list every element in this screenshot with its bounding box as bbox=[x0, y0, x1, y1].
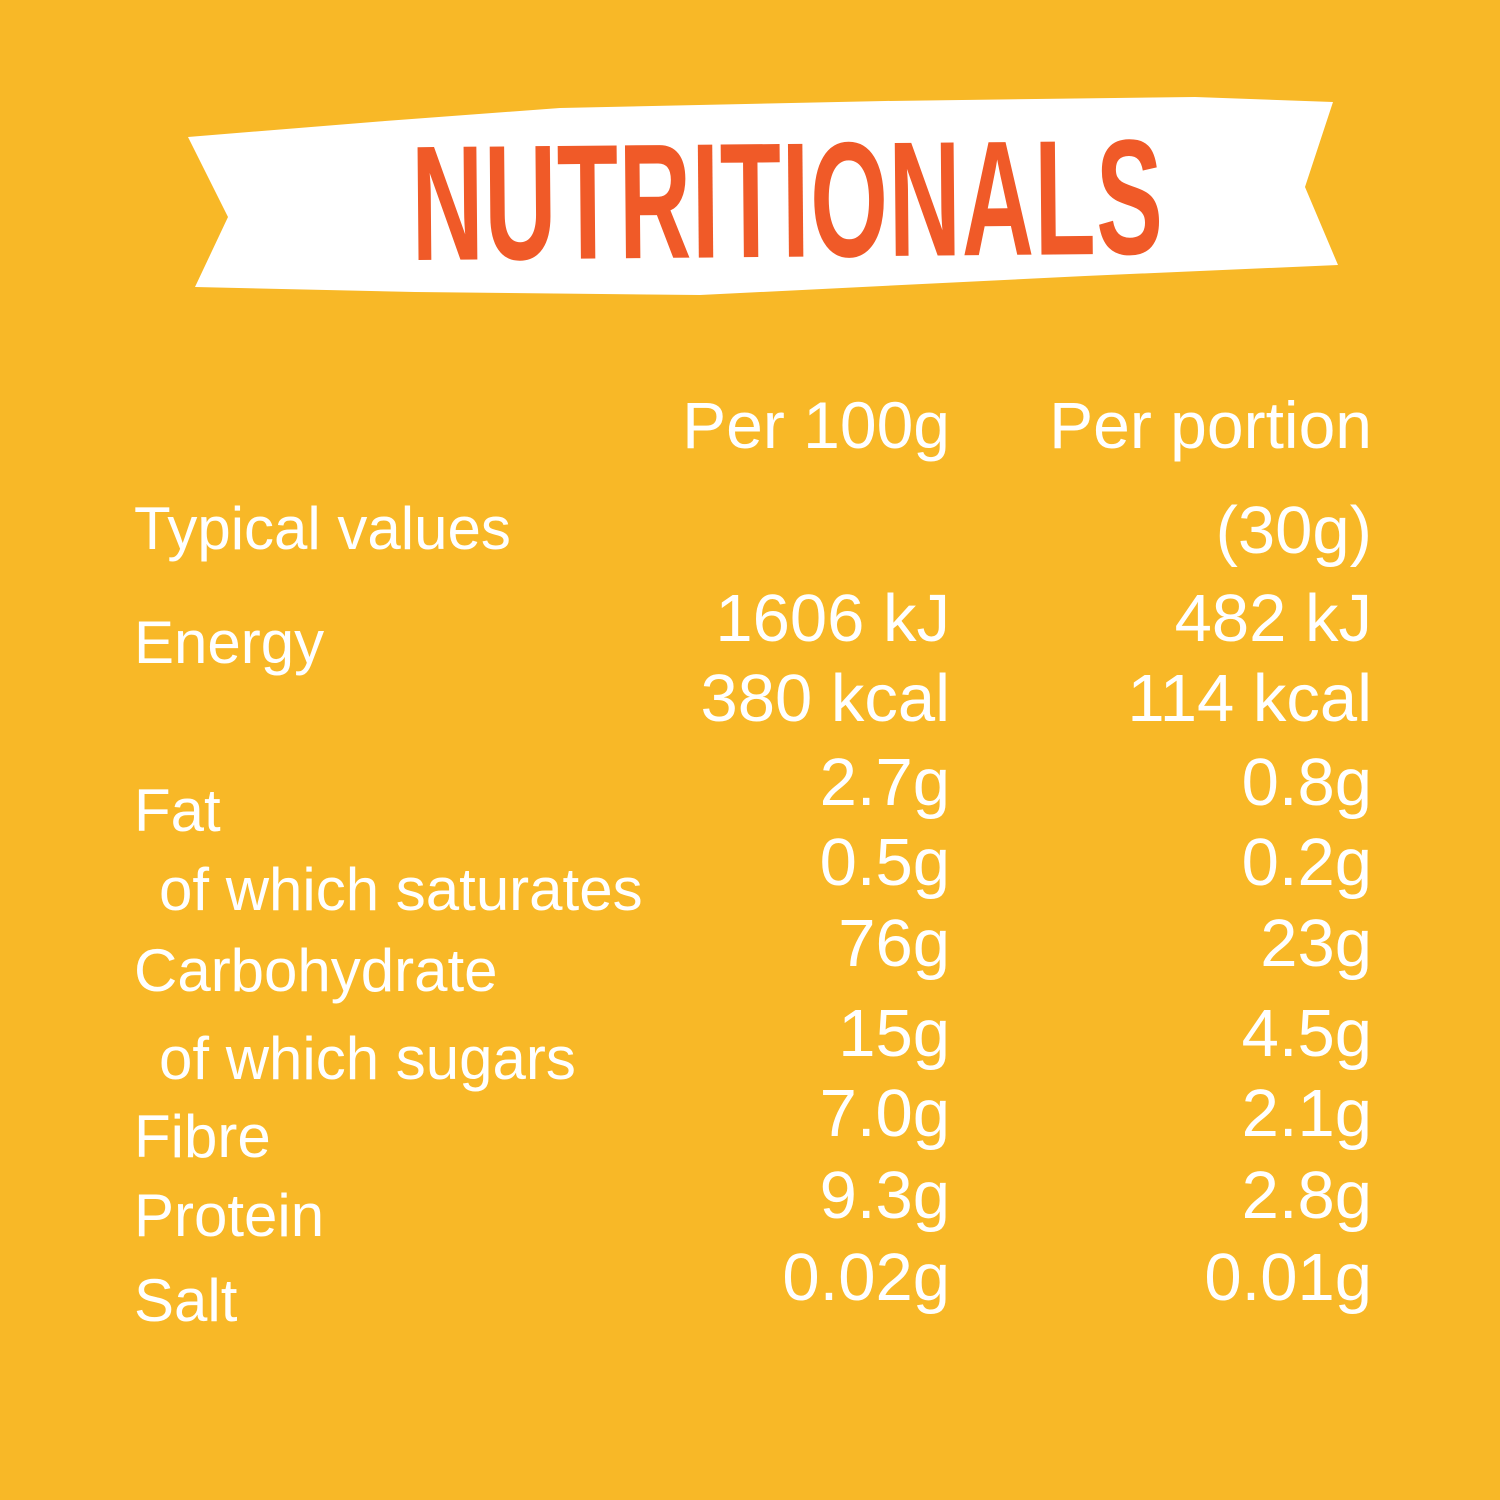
row-label: Carbohydrate bbox=[134, 937, 498, 1004]
value-per-portion: 2.1g bbox=[1241, 1076, 1372, 1151]
value-per-portion: 0.2g bbox=[1241, 825, 1372, 900]
table-row-carbohydrate: Carbohydrate 76g 23g bbox=[134, 910, 1372, 1005]
value-per-100g: 7.0g bbox=[819, 1076, 950, 1151]
value-per-100g: 2.7g bbox=[819, 745, 950, 820]
column-header-per-100g: Per 100g bbox=[682, 388, 950, 462]
banner-title: NUTRITIONALS bbox=[410, 105, 1165, 296]
value-per-100g: 1606 kJ 380 kcal bbox=[700, 581, 950, 736]
value-per-portion: 2.8g bbox=[1241, 1158, 1372, 1233]
column-header-per-portion: Per portion bbox=[1049, 388, 1372, 462]
value-per-100g: 0.5g bbox=[819, 825, 950, 900]
value-per-portion: 4.5g bbox=[1241, 996, 1372, 1071]
value-per-portion: 482 kJ 114 kcal bbox=[1127, 581, 1372, 736]
table-row-fat: Fat 2.7g 0.8g bbox=[134, 749, 1372, 844]
value-per-portion: 0.01g bbox=[1204, 1240, 1372, 1315]
row-label: Fat bbox=[134, 777, 221, 844]
value-per-100g: 9.3g bbox=[819, 1158, 950, 1233]
value-per-portion: 0.8g bbox=[1241, 745, 1372, 820]
row-label: Protein bbox=[134, 1182, 325, 1249]
row-label: Fibre bbox=[134, 1103, 271, 1170]
table-row-of-which-saturates: of which saturates 0.5g 0.2g bbox=[134, 829, 1372, 924]
portion-size-note: (30g) bbox=[1215, 493, 1372, 568]
nutritionals-banner: NUTRITIONALS bbox=[185, 95, 1345, 305]
row-label: Salt bbox=[134, 1267, 238, 1334]
row-label: Typical values bbox=[134, 495, 511, 562]
value-per-portion: 23g bbox=[1260, 906, 1372, 981]
table-row-typical-values: Typical values (30g) bbox=[134, 497, 1372, 592]
row-label: of which sugars bbox=[159, 1025, 576, 1092]
table-header-row: Per 100g Per portion bbox=[134, 392, 1372, 487]
row-label: Energy bbox=[134, 609, 325, 676]
table-row-fibre: Fibre 7.0g 2.1g bbox=[134, 1080, 1372, 1175]
table-row-salt: Salt 0.02g 0.01g bbox=[134, 1244, 1372, 1339]
table-row-energy: Energy 1606 kJ 380 kcal 482 kJ 114 kcal bbox=[134, 579, 1372, 769]
value-per-100g: 76g bbox=[838, 906, 950, 981]
table-row-of-which-sugars: of which sugars 15g 4.5g bbox=[134, 1000, 1372, 1095]
row-label: of which saturates bbox=[159, 856, 643, 923]
value-per-100g: 15g bbox=[838, 996, 950, 1071]
value-per-100g: 0.02g bbox=[782, 1240, 950, 1315]
banner-ribbon-shape bbox=[188, 97, 1338, 295]
table-row-protein: Protein 9.3g 2.8g bbox=[134, 1162, 1372, 1257]
